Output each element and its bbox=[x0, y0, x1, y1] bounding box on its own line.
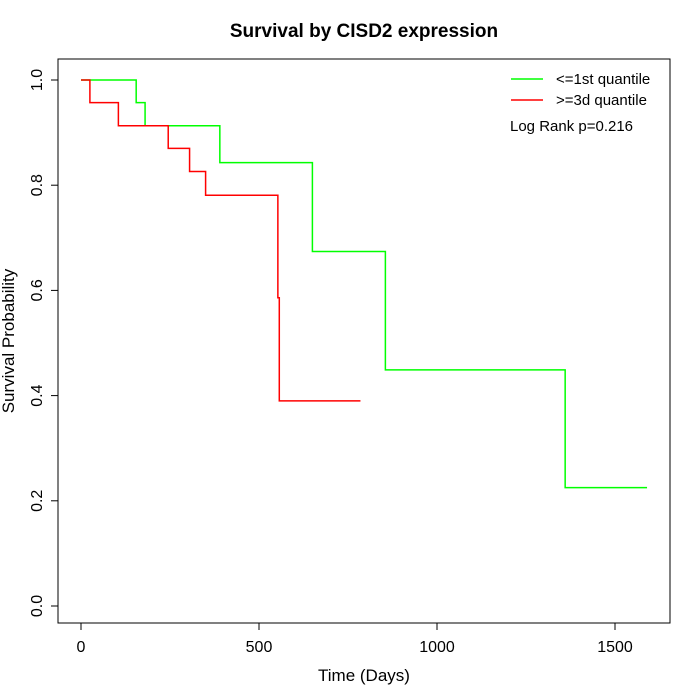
y-tick-label: 0.4 bbox=[29, 384, 46, 406]
y-axis-label: Survival Probability bbox=[0, 268, 18, 413]
y-tick-label: 1.0 bbox=[29, 69, 46, 91]
x-axis: 0 500 1000 1500 bbox=[77, 622, 633, 656]
x-tick-label: 500 bbox=[246, 639, 273, 656]
y-tick-label: 0.8 bbox=[29, 174, 46, 196]
legend-label: <=1st quantile bbox=[556, 71, 650, 88]
plot-frame bbox=[57, 58, 671, 624]
x-axis-label: Time (Days) bbox=[318, 666, 410, 685]
chart-title: Survival by CISD2 expression bbox=[230, 21, 498, 42]
legend-label: >=3d quantile bbox=[556, 92, 647, 109]
x-tick-label: 0 bbox=[77, 639, 86, 656]
y-tick-label: 0.0 bbox=[29, 595, 46, 617]
legend: <=1st quantile >=3d quantile bbox=[511, 71, 650, 109]
survival-curve-1 bbox=[81, 79, 648, 489]
y-axis: 0.0 0.2 0.4 0.6 0.8 1.0 bbox=[29, 69, 59, 617]
survival-curve-2 bbox=[81, 79, 361, 402]
y-tick-label: 0.2 bbox=[29, 490, 46, 512]
survival-curves bbox=[81, 79, 648, 489]
x-tick-label: 1000 bbox=[419, 639, 455, 656]
x-tick-label: 1500 bbox=[597, 639, 633, 656]
log-rank-annotation: Log Rank p=0.216 bbox=[510, 118, 633, 135]
y-tick-label: 0.6 bbox=[29, 279, 46, 301]
